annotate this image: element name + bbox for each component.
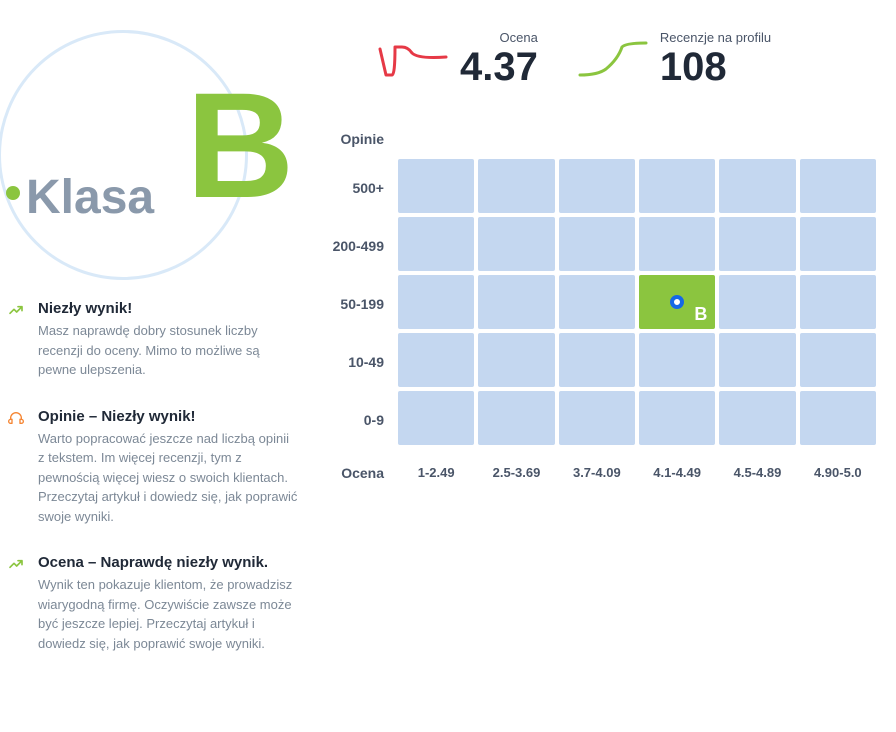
insight-item: Niezły wynik! Masz naprawdę dobry stosune… — [8, 300, 298, 380]
marker-icon — [670, 295, 684, 309]
heatmap-row — [398, 333, 876, 387]
heatmap-cell — [398, 275, 474, 329]
insight-item: Opinie – Niezły wynik! Warto popracować j… — [8, 408, 298, 527]
x-axis-title: Ocena — [318, 465, 398, 481]
heatmap-cell-highlight: B — [639, 275, 715, 329]
insight-title: Ocena – Naprawdę niezły wynik. — [38, 554, 298, 571]
metric-rating-value: 4.37 — [460, 45, 538, 89]
y-axis-title: Opinie — [318, 119, 384, 159]
heatmap-row: B — [398, 275, 876, 329]
klasa-badge: Klasa B — [8, 30, 298, 260]
heatmap-cell — [478, 333, 554, 387]
cell-letter: B — [694, 304, 707, 325]
insight-item: Ocena – Naprawdę niezły wynik. Wynik ten … — [8, 554, 298, 653]
insight-desc: Wynik ten pokazuje klientom, że prowadzi… — [38, 575, 298, 653]
y-label: 10-49 — [318, 333, 384, 391]
heatmap-cell — [559, 217, 635, 271]
heatmap-cell — [559, 275, 635, 329]
insight-title: Opinie – Niezły wynik! — [38, 408, 298, 425]
insight-desc: Masz naprawdę dobry stosunek liczby rece… — [38, 321, 298, 380]
heatmap-cell — [639, 333, 715, 387]
metric-reviews-label: Recenzje na profilu — [660, 30, 771, 45]
heatmap-cell — [800, 275, 876, 329]
trend-up-icon — [8, 556, 26, 653]
headphones-icon — [8, 410, 26, 527]
heatmap-cell — [559, 333, 635, 387]
y-label: 0-9 — [318, 391, 384, 449]
metric-reviews-value: 108 — [660, 45, 771, 89]
y-label: 50-199 — [318, 275, 384, 333]
heatmap-cell — [398, 159, 474, 213]
heatmap-cell — [478, 159, 554, 213]
heatmap-cell — [800, 159, 876, 213]
klasa-label: Klasa — [26, 170, 154, 225]
x-label: 2.5-3.69 — [478, 465, 554, 481]
x-label: 4.5-4.89 — [719, 465, 795, 481]
x-label: 3.7-4.09 — [559, 465, 635, 481]
y-label: 200-499 — [318, 217, 384, 275]
heatmap-cell — [559, 391, 635, 445]
heatmap-cell — [478, 391, 554, 445]
insights-list: Niezły wynik! Masz naprawdę dobry stosune… — [8, 300, 298, 653]
metric-rating-label: Ocena — [460, 30, 538, 45]
heatmap-cell — [800, 217, 876, 271]
sparkline-reviews-icon — [578, 35, 648, 85]
heatmap-cell — [800, 391, 876, 445]
klasa-letter: B — [186, 70, 294, 220]
heatmap-cell — [639, 159, 715, 213]
heatmap-cell — [398, 217, 474, 271]
y-label: 500+ — [318, 159, 384, 217]
metric-rating: Ocena 4.37 — [378, 30, 538, 89]
heatmap-cell — [398, 333, 474, 387]
heatmap-cell — [719, 333, 795, 387]
insight-title: Niezły wynik! — [38, 300, 298, 317]
heatmap-cell — [398, 391, 474, 445]
heatmap-cell — [639, 391, 715, 445]
metrics-row: Ocena 4.37 Recenzje na profilu 108 — [318, 30, 876, 89]
trend-up-icon — [8, 302, 26, 380]
heatmap-row — [398, 391, 876, 445]
heatmap-cell — [800, 333, 876, 387]
heatmap-cell — [639, 217, 715, 271]
dot-icon — [6, 186, 20, 200]
x-label: 4.90-5.0 — [800, 465, 876, 481]
x-label: 1-2.49 — [398, 465, 474, 481]
heatmap-cell — [719, 217, 795, 271]
heatmap-row — [398, 217, 876, 271]
heatmap-cell — [478, 217, 554, 271]
heatmap-cell — [478, 275, 554, 329]
heatmap-cell — [719, 391, 795, 445]
sparkline-rating-icon — [378, 35, 448, 85]
heatmap-cell — [719, 275, 795, 329]
heatmap-cell — [719, 159, 795, 213]
heatmap-row — [398, 159, 876, 213]
heatmap-cell — [559, 159, 635, 213]
heatmap: Opinie 500+200-49950-19910-490-9 B Ocena… — [318, 119, 876, 481]
metric-reviews: Recenzje na profilu 108 — [578, 30, 771, 89]
insight-desc: Warto popracować jeszcze nad liczbą opin… — [38, 429, 298, 527]
x-label: 4.1-4.49 — [639, 465, 715, 481]
